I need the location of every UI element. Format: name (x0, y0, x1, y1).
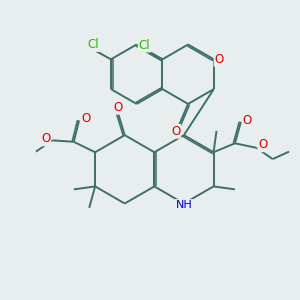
Text: O: O (81, 112, 90, 125)
Text: NH: NH (176, 200, 192, 210)
Text: O: O (171, 125, 180, 138)
Text: O: O (114, 101, 123, 114)
Text: O: O (243, 114, 252, 127)
Text: O: O (41, 132, 50, 146)
Text: Cl: Cl (88, 38, 100, 51)
Text: O: O (214, 53, 224, 66)
Text: Cl: Cl (139, 39, 150, 52)
Text: O: O (258, 138, 268, 151)
